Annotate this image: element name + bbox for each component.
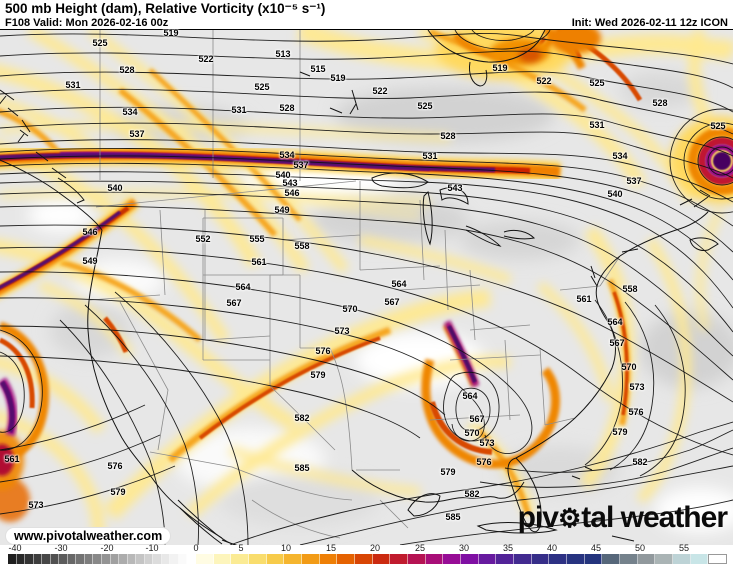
- colorbar: [8, 554, 728, 564]
- colorbar-tick: 25: [414, 543, 426, 553]
- forecast-valid-label: F108 Valid: Mon 2026-02-16 00z: [5, 17, 169, 29]
- colorbar-tick: 45: [590, 543, 602, 553]
- colorbar-cell: [355, 554, 373, 564]
- colorbar-cell: [266, 554, 285, 564]
- colorbar-tick: 50: [634, 543, 646, 553]
- colorbar-cell: [390, 554, 409, 564]
- gear-icon: ⚙: [557, 503, 582, 533]
- colorbar-cell: [584, 554, 603, 564]
- colorbar-tick: 20: [369, 543, 381, 553]
- colorbar-cell: [76, 554, 85, 564]
- brand-logo-pre: piv: [517, 501, 559, 534]
- watermark-url: www.pivotalweather.com: [5, 527, 172, 545]
- brand-logo-post: tal weather: [581, 501, 728, 534]
- colorbar-cell: [249, 554, 267, 564]
- colorbar-cell: [302, 554, 320, 564]
- page-title: 500 mb Height (dam), Relative Vorticity …: [5, 1, 326, 16]
- colorbar-tick: 0: [193, 543, 199, 553]
- colorbar-cell: [196, 554, 214, 564]
- colorbar-tick: 10: [280, 543, 292, 553]
- colorbar-cell: [144, 554, 154, 564]
- colorbar-tick: 40: [546, 543, 558, 553]
- colorbar-cell: [119, 554, 128, 564]
- colorbar-cell: [161, 554, 171, 564]
- colorbar-tick: 5: [238, 543, 244, 553]
- colorbar-cell: [33, 554, 43, 564]
- colorbar-tick: 55: [678, 543, 690, 553]
- colorbar-cell: [461, 554, 479, 564]
- colorbar-cell: [655, 554, 674, 564]
- colorbar-cell: [319, 554, 338, 564]
- colorbar-cell: [170, 554, 179, 564]
- colorbar-cell: [67, 554, 77, 564]
- colorbar-cell: [50, 554, 60, 564]
- vorticity-orange-layer: [0, 30, 733, 522]
- colorbar-cell: [425, 554, 444, 564]
- brand-logo: piv⚙tal weather: [517, 501, 728, 535]
- colorbar-cell: [25, 554, 34, 564]
- colorbar-cell: [549, 554, 568, 564]
- colorbar-cell: [496, 554, 515, 564]
- colorbar-cell: [187, 554, 197, 564]
- colorbar-cell: [372, 554, 391, 564]
- colorbar-cell: [602, 554, 621, 564]
- colorbar-cell: [102, 554, 111, 564]
- colorbar-cell: [93, 554, 103, 564]
- colorbar-cell: [620, 554, 638, 564]
- weather-map[interactable]: [0, 30, 733, 545]
- colorbar-tick: 35: [502, 543, 514, 553]
- colorbar-cell: [8, 554, 17, 564]
- colorbar-tick: -40: [8, 543, 22, 553]
- colorbar-tick: -30: [54, 543, 68, 553]
- height-contours-layer: [0, 30, 733, 545]
- borders-layer: [89, 30, 621, 539]
- map-canvas: [0, 30, 733, 545]
- colorbar-tick: -10: [145, 543, 159, 553]
- colorbar-cell: [136, 554, 145, 564]
- colorbar-cell: [42, 554, 51, 564]
- colorbar-tick: 15: [325, 543, 337, 553]
- colorbar-cell: [231, 554, 250, 564]
- colorbar-cell: [127, 554, 137, 564]
- colorbar-color: [196, 554, 728, 564]
- colorbar-cell: [408, 554, 426, 564]
- colorbar-tick: -20: [100, 543, 114, 553]
- model-init-label: Init: Wed 2026-02-11 12z ICON: [571, 17, 728, 29]
- colorbar-cell: [110, 554, 120, 564]
- colorbar-cell: [478, 554, 497, 564]
- colorbar-cell: [337, 554, 356, 564]
- colorbar-cell: [567, 554, 585, 564]
- colorbar-cell: [84, 554, 94, 564]
- colorbar-cell: [708, 554, 728, 564]
- colorbar-cell: [153, 554, 162, 564]
- colorbar-cell: [443, 554, 462, 564]
- map-header: 500 mb Height (dam), Relative Vorticity …: [0, 0, 733, 30]
- colorbar-tick: 30: [458, 543, 470, 553]
- colorbar-ticks: -40 -30 -20 -10 0 5 10 15 20 25 30 35 40 45 50 55: [0, 544, 733, 553]
- colorbar-cell: [213, 554, 232, 564]
- colorbar-cell: [284, 554, 303, 564]
- colorbar-cell: [16, 554, 26, 564]
- colorbar-cell: [690, 554, 709, 564]
- colorbar-cell: [637, 554, 656, 564]
- colorbar-cell: [59, 554, 68, 564]
- colorbar-gray: [8, 554, 197, 564]
- colorbar-cell: [673, 554, 691, 564]
- colorbar-cell: [178, 554, 188, 564]
- colorbar-cell: [514, 554, 532, 564]
- colorbar-cell: [531, 554, 550, 564]
- coastlines-layer: [0, 30, 719, 545]
